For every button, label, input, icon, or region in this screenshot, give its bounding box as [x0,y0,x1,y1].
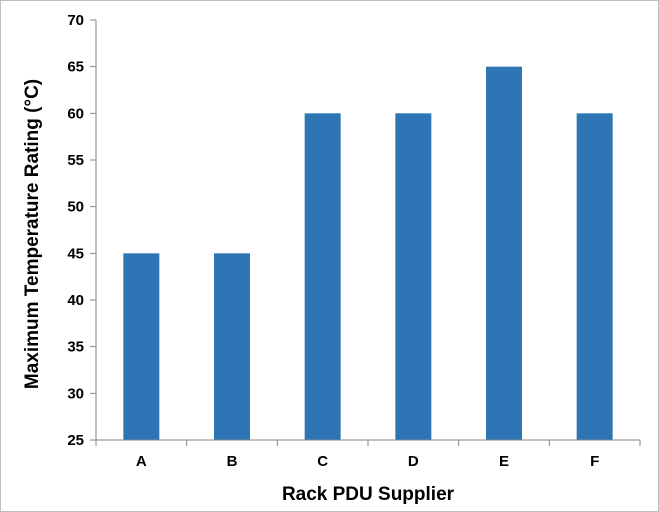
x-axis-title: Rack PDU Supplier [282,484,455,505]
bar-E [486,66,522,441]
y-tick-labels: 25 30 35 40 45 50 55 60 65 70 [67,12,84,449]
bar-A [123,253,160,440]
y-tick-label: 50 [67,199,84,216]
y-axis-title: Maximum Temperature Rating (°C) [22,79,43,389]
x-tick-label: A [136,453,147,470]
axes-group [90,19,641,446]
y-tick-label: 45 [67,245,84,262]
y-tick-label: 65 [67,59,84,76]
y-tick-label: 40 [67,292,84,309]
y-tick-label: 35 [67,339,84,356]
y-tick-label: 55 [67,152,84,169]
bar-C [304,113,341,440]
x-tick-label: F [590,453,599,470]
bar-D [395,113,432,440]
bar-F [576,113,613,440]
y-tick-label: 30 [67,385,84,402]
x-tick-labels: A B C D E F [136,453,599,470]
y-tick-label: 70 [67,12,84,29]
y-tick-label: 60 [67,105,84,122]
x-tick-label: C [317,453,328,470]
bar-B [214,253,250,440]
x-tick-label: B [227,453,238,470]
x-tick-label: E [499,453,509,470]
bar-group [123,66,613,441]
x-tick-label: D [408,453,419,470]
y-tick-label: 25 [67,432,84,449]
